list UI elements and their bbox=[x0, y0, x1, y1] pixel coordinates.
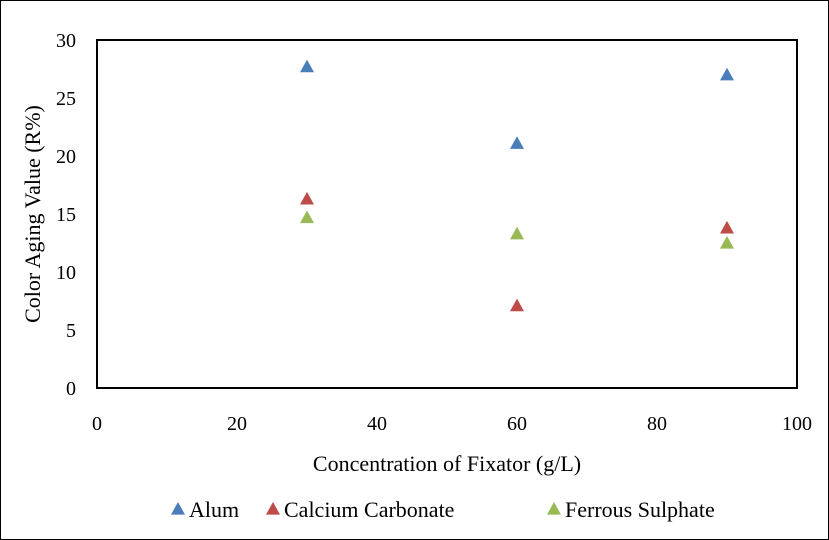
data-point-alum bbox=[510, 136, 524, 149]
x-tick-label: 100 bbox=[782, 413, 812, 435]
data-point-alum bbox=[720, 67, 734, 81]
x-tick-label: 0 bbox=[92, 413, 102, 435]
legend-marker-calcium-carbonate bbox=[266, 502, 280, 515]
y-axis-title: Color Aging Value (R%) bbox=[20, 105, 45, 323]
legend: Alum Calcium Carbonate Ferrous Sulphate bbox=[171, 497, 715, 522]
data-point-calcium-carbonate bbox=[300, 191, 314, 205]
y-tick-label: 25 bbox=[56, 88, 76, 110]
legend-marker-ferrous-sulphate bbox=[547, 502, 561, 515]
y-tick-label: 0 bbox=[66, 378, 76, 400]
data-point-ferrous-sulphate bbox=[300, 210, 314, 224]
y-tick-label: 20 bbox=[56, 146, 76, 168]
y-tick-labels: 0 5 10 15 20 25 30 bbox=[56, 30, 76, 400]
plot-area bbox=[96, 39, 798, 389]
legend-label-calcium-carbonate: Calcium Carbonate bbox=[284, 497, 454, 522]
data-point-calcium-carbonate bbox=[510, 298, 524, 312]
data-points bbox=[300, 59, 734, 312]
x-tick-label: 40 bbox=[367, 413, 387, 435]
data-point-alum bbox=[300, 59, 314, 73]
x-tick-label: 20 bbox=[227, 413, 247, 435]
legend-label-alum: Alum bbox=[189, 497, 239, 522]
x-axis-title: Concentration of Fixator (g/L) bbox=[313, 451, 581, 476]
y-tick-label: 15 bbox=[56, 204, 76, 226]
x-tick-label: 60 bbox=[507, 413, 527, 435]
y-tick-label: 30 bbox=[56, 30, 76, 52]
legend-marker-alum bbox=[171, 502, 185, 515]
x-tick-labels: 0 20 40 60 80 100 bbox=[92, 413, 812, 435]
data-point-calcium-carbonate bbox=[720, 220, 734, 234]
y-tick-label: 10 bbox=[56, 262, 76, 284]
y-tick-label: 5 bbox=[66, 320, 76, 342]
x-tick-label: 80 bbox=[647, 413, 667, 435]
legend-label-ferrous-sulphate: Ferrous Sulphate bbox=[565, 497, 715, 522]
data-point-ferrous-sulphate bbox=[720, 236, 734, 249]
data-point-ferrous-sulphate bbox=[510, 226, 524, 240]
